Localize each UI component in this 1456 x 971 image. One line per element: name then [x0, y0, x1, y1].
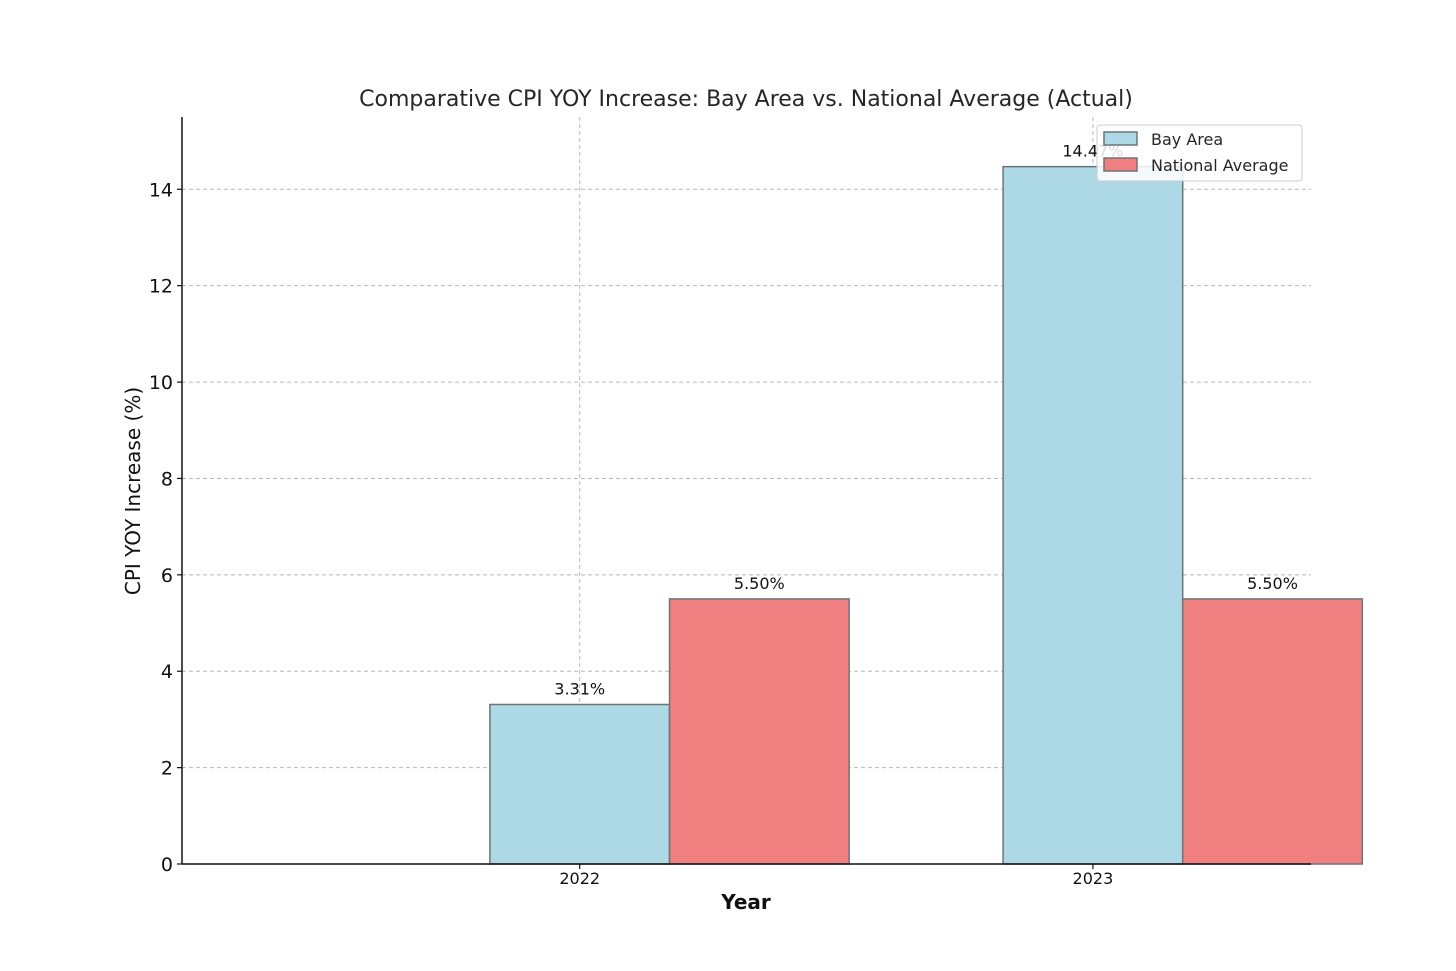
x-tick-label: 2022 — [559, 869, 600, 888]
legend: Bay Area National Average — [1096, 124, 1303, 182]
y-axis-label: CPI YOY Increase (%) — [121, 387, 145, 595]
y-tick-label: 4 — [161, 661, 173, 683]
bar-national-average-2023 — [1181, 598, 1364, 865]
bar-label-bay-area-2022: 3.31% — [554, 679, 605, 698]
y-tick-label: 10 — [149, 372, 173, 394]
y-tick-label: 12 — [149, 276, 173, 298]
y-tick-label: 8 — [161, 468, 173, 490]
y-tick-label: 14 — [149, 179, 173, 201]
x-ticks: 2022 2023 — [559, 864, 1113, 888]
x-axis-label: Year — [720, 890, 771, 914]
bar-label-national-average-2022: 5.50% — [734, 574, 785, 593]
axes — [181, 117, 1311, 865]
legend-label-bay-area: Bay Area — [1151, 130, 1223, 149]
y-tick-label: 6 — [161, 565, 173, 587]
bar-label-national-average-2023: 5.50% — [1247, 574, 1298, 593]
bars — [489, 165, 1364, 865]
legend-label-national-average: National Average — [1151, 156, 1288, 175]
chart-title: Comparative CPI YOY Increase: Bay Area v… — [359, 87, 1133, 112]
y-tick-label: 2 — [161, 758, 173, 780]
legend-swatch-bay-area — [1103, 131, 1138, 146]
bar-bay-area-2022 — [489, 703, 671, 865]
legend-swatch-national-average — [1103, 157, 1138, 172]
legend-frame — [1096, 124, 1303, 182]
y-ticks: 0 2 4 6 8 10 12 14 — [149, 179, 182, 876]
bar-bay-area-2023 — [1002, 165, 1184, 865]
x-tick-label: 2023 — [1073, 869, 1114, 888]
bar-national-average-2022 — [668, 598, 850, 865]
y-tick-label: 0 — [161, 854, 173, 876]
